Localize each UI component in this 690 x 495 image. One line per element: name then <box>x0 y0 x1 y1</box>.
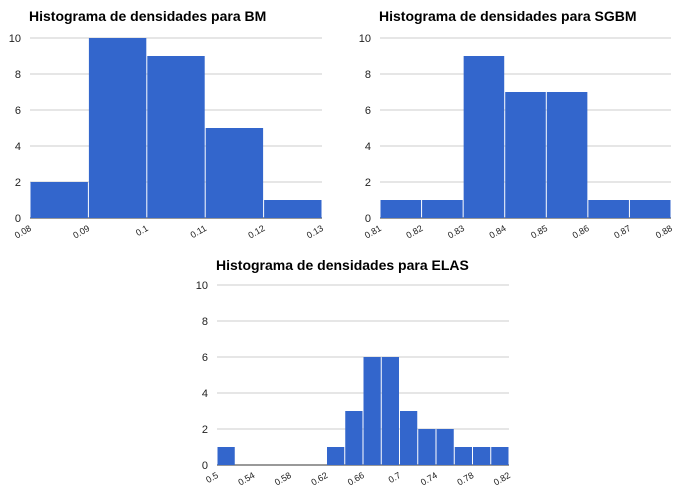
bar <box>88 38 147 218</box>
bar <box>588 200 629 218</box>
y-tick-label: 2 <box>202 424 208 436</box>
chart-title: Histograma de densidades para SGBM <box>379 8 637 24</box>
bar <box>217 447 235 465</box>
x-tick-label: 0.7 <box>387 470 403 485</box>
y-tick-label: 8 <box>15 69 21 81</box>
x-tick-label: 0.87 <box>612 223 632 240</box>
bar <box>418 429 436 465</box>
histogram-elas: Histograma de densidades para ELAS 0 2 4 6 8… <box>190 248 535 495</box>
bar <box>473 447 491 465</box>
x-tick-label: 0.74 <box>419 470 439 487</box>
bar <box>327 447 345 465</box>
x-tick-label: 0.5 <box>204 470 220 485</box>
x-tick-label: 0.09 <box>71 223 91 240</box>
bar <box>546 92 588 218</box>
histogram-plot: 0 2 4 6 8 10 0.5 0.54 0.58 0.62 0.66 0.7 0.74 0.78 0.8… <box>196 280 512 487</box>
y-tick-label: 4 <box>365 141 371 153</box>
x-tick-label: 0.78 <box>455 470 475 487</box>
bar <box>454 447 472 465</box>
x-tick-label: 0.08 <box>13 223 33 240</box>
x-tick-label: 0.82 <box>492 470 512 487</box>
y-tick-label: 2 <box>365 177 371 189</box>
histogram-sgbm: Histograma de densidades para SGBM 0 2 4 6 8… <box>345 0 690 245</box>
x-tick-label: 0.66 <box>346 470 366 487</box>
y-tick-label: 0 <box>365 213 371 225</box>
x-tick-label: 0.12 <box>246 223 266 240</box>
y-tick-label: 4 <box>15 141 21 153</box>
bar <box>380 200 422 218</box>
x-tick-label: 0.1 <box>134 223 150 238</box>
x-tick-label: 0.85 <box>529 223 549 240</box>
x-tick-label: 0.58 <box>273 470 293 487</box>
bar <box>436 429 454 465</box>
bar <box>400 411 418 465</box>
y-tick-label: 8 <box>365 69 371 81</box>
bar <box>147 56 205 218</box>
bar <box>422 200 463 218</box>
bar <box>381 357 399 465</box>
x-tick-label: 0.82 <box>404 223 424 240</box>
bar <box>345 411 363 465</box>
histogram-plot: 0 2 4 6 8 10 0.08 0.09 0.1 0.11 0.12 0.13 <box>9 33 325 240</box>
y-tick-label: 6 <box>365 105 371 117</box>
bar <box>491 447 509 465</box>
y-tick-label: 2 <box>15 177 21 189</box>
x-tick-label: 0.81 <box>363 223 383 240</box>
bar <box>264 200 322 218</box>
bar <box>505 92 546 218</box>
x-tick-label: 0.13 <box>305 223 325 240</box>
bar <box>363 357 381 465</box>
bar <box>205 128 264 218</box>
y-tick-label: 6 <box>15 105 21 117</box>
histogram-bm: Histograma de densidades para BM 0 2 4 6 8 10… <box>0 0 345 245</box>
y-tick-label: 10 <box>359 33 371 45</box>
y-tick-label: 4 <box>202 388 208 400</box>
bar <box>30 182 88 218</box>
y-tick-label: 10 <box>9 33 21 45</box>
chart-title: Histograma de densidades para ELAS <box>216 257 469 273</box>
x-tick-label: 0.62 <box>309 470 329 487</box>
x-tick-label: 0.88 <box>654 223 674 240</box>
y-tick-label: 10 <box>196 280 208 292</box>
y-tick-label: 8 <box>202 316 208 328</box>
y-tick-label: 0 <box>15 213 21 225</box>
y-tick-label: 0 <box>202 460 208 472</box>
x-tick-label: 0.86 <box>571 223 591 240</box>
x-tick-label: 0.84 <box>488 223 508 240</box>
x-tick-label: 0.54 <box>236 470 256 487</box>
x-tick-label: 0.83 <box>446 223 466 240</box>
y-tick-label: 6 <box>202 352 208 364</box>
bar <box>629 200 671 218</box>
bar <box>463 56 505 218</box>
histogram-plot: 0 2 4 6 8 10 0.81 0.82 0.83 0.84 0.85 0.86 0.87 0.88 <box>359 33 674 240</box>
chart-title: Histograma de densidades para BM <box>29 8 267 24</box>
x-tick-label: 0.11 <box>189 223 209 240</box>
